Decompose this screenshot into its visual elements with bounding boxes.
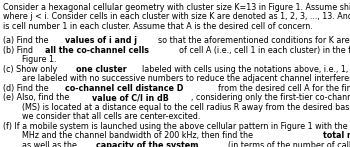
- Text: labeled with cells using the notations above, i.e., 1, 2, 3, ...,13, so that adj: labeled with cells using the notations a…: [142, 65, 350, 74]
- Text: we consider that all cells are center-excited.: we consider that all cells are center-ex…: [21, 112, 200, 121]
- Text: , considering only the first-tier co-channel cells, and that the mobile station: , considering only the first-tier co-cha…: [191, 93, 350, 102]
- Text: of cell A (i.e., cell 1 in each cluster) in the first tier and label them with A: of cell A (i.e., cell 1 in each cluster)…: [179, 46, 350, 55]
- Text: (d) Find the: (d) Find the: [3, 84, 51, 93]
- Text: (f) If a mobile system is launched using the above cellular pattern in Figure 1 : (f) If a mobile system is launched using…: [3, 122, 350, 131]
- Text: one cluster: one cluster: [76, 65, 127, 74]
- Text: as well as the: as well as the: [21, 141, 79, 147]
- Text: capacity of the system: capacity of the system: [96, 141, 198, 147]
- Text: are labeled with no successive numbers to reduce the adjacent channel interferen: are labeled with no successive numbers t…: [21, 74, 350, 83]
- Text: total number of channels per cell: total number of channels per cell: [323, 131, 350, 140]
- Text: all the co-channel cells: all the co-channel cells: [45, 46, 149, 55]
- Text: Figure 1.: Figure 1.: [21, 55, 56, 64]
- Text: values of i and j: values of i and j: [65, 36, 137, 45]
- Text: co-channel cell distance D: co-channel cell distance D: [65, 84, 183, 93]
- Text: (b) Find: (b) Find: [3, 46, 35, 55]
- Text: (in terms of the number of calls served simultaneously) if the cluster: (in terms of the number of calls served …: [228, 141, 350, 147]
- Text: where j < i. Consider cells in each cluster with size K are denoted as 1, 2, 3, : where j < i. Consider cells in each clus…: [3, 12, 350, 21]
- Text: value of C/I in dB: value of C/I in dB: [92, 93, 169, 102]
- Text: is cell number 1 in each cluster. Assume that A is the desired cell of concern.: is cell number 1 in each cluster. Assume…: [3, 21, 313, 30]
- Text: so that the aforementioned conditions for K are satisfied, i.e., K=13 and j < i.: so that the aforementioned conditions fo…: [158, 36, 350, 45]
- Text: (e) Also, find the: (e) Also, find the: [3, 93, 72, 102]
- Text: MHz and the channel bandwidth of 200 kHz, then find the: MHz and the channel bandwidth of 200 kHz…: [21, 131, 255, 140]
- Text: (MS) is located at a distance equal to the cell radius R away from the desired b: (MS) is located at a distance equal to t…: [21, 103, 350, 112]
- Text: (c) Show only: (c) Show only: [3, 65, 60, 74]
- Text: from the desired cell A for the first-tier co-channel cells only.: from the desired cell A for the first-ti…: [218, 84, 350, 93]
- Text: (a) Find the: (a) Find the: [3, 36, 51, 45]
- Text: Consider a hexagonal cellular geometry with cluster size K=13 in Figure 1. Assum: Consider a hexagonal cellular geometry w…: [3, 2, 350, 11]
